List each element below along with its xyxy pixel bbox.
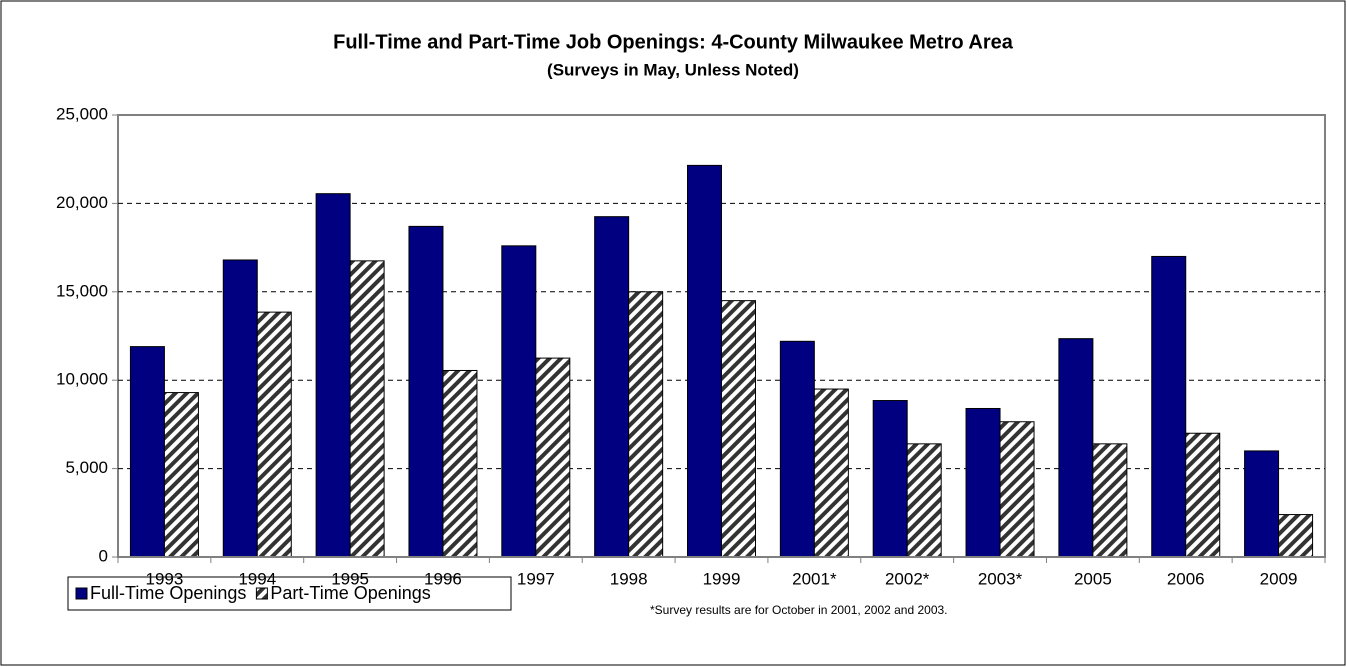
x-tick-label: 2002* xyxy=(885,569,930,588)
x-tick-label: 2005 xyxy=(1074,569,1112,588)
bar xyxy=(721,300,756,558)
bar xyxy=(256,311,292,558)
x-tick-label: 1999 xyxy=(703,569,741,588)
footnote: *Survey results are for October in 2001,… xyxy=(650,603,948,617)
bar xyxy=(594,216,630,558)
bar xyxy=(965,407,1001,558)
x-tick-label: 1997 xyxy=(517,569,555,588)
legend-label: Part-Time Openings xyxy=(270,583,430,603)
bar xyxy=(349,260,385,558)
bar xyxy=(408,225,444,558)
bar xyxy=(222,259,258,558)
x-tick-label: 2001* xyxy=(792,569,837,588)
x-tick-label: 1998 xyxy=(610,569,648,588)
y-tick-label: 0 xyxy=(99,546,108,565)
y-tick-label: 5,000 xyxy=(65,458,108,477)
bar xyxy=(501,245,537,558)
bar xyxy=(442,369,478,558)
bar xyxy=(1092,443,1128,558)
bar xyxy=(163,392,199,558)
y-tick-label: 15,000 xyxy=(56,281,108,300)
bar xyxy=(628,291,664,558)
chart-title: Full-Time and Part-Time Job Openings: 4-… xyxy=(333,31,1014,53)
x-tick-label: 1995 xyxy=(331,569,369,588)
legend-box xyxy=(67,576,512,611)
x-tick-label: 2006 xyxy=(1167,569,1205,588)
bar xyxy=(1185,432,1221,558)
bar xyxy=(872,400,908,558)
bar xyxy=(315,193,351,558)
bar xyxy=(779,340,815,558)
legend-swatch xyxy=(75,587,88,600)
y-tick-label: 25,000 xyxy=(56,104,108,123)
x-tick-label: 2003* xyxy=(978,569,1023,588)
bar xyxy=(1058,338,1094,558)
bar xyxy=(1151,255,1187,558)
legend-label: Full-Time Openings xyxy=(90,583,246,603)
bar xyxy=(999,421,1035,558)
bar xyxy=(687,164,722,558)
bar xyxy=(906,443,942,558)
y-tick-label: 10,000 xyxy=(56,370,108,389)
x-tick-label: 1996 xyxy=(424,569,462,588)
bar xyxy=(535,357,571,558)
x-tick-label: 1993 xyxy=(146,569,184,588)
legend-swatch xyxy=(255,587,268,600)
bar xyxy=(129,346,165,558)
x-tick-label: 1994 xyxy=(238,569,276,588)
bar xyxy=(1244,450,1280,558)
bar xyxy=(813,388,849,558)
bar xyxy=(1278,514,1314,558)
chart-subtitle: (Surveys in May, Unless Noted) xyxy=(547,60,799,79)
x-tick-label: 2009 xyxy=(1260,569,1298,588)
y-tick-label: 20,000 xyxy=(56,193,108,212)
